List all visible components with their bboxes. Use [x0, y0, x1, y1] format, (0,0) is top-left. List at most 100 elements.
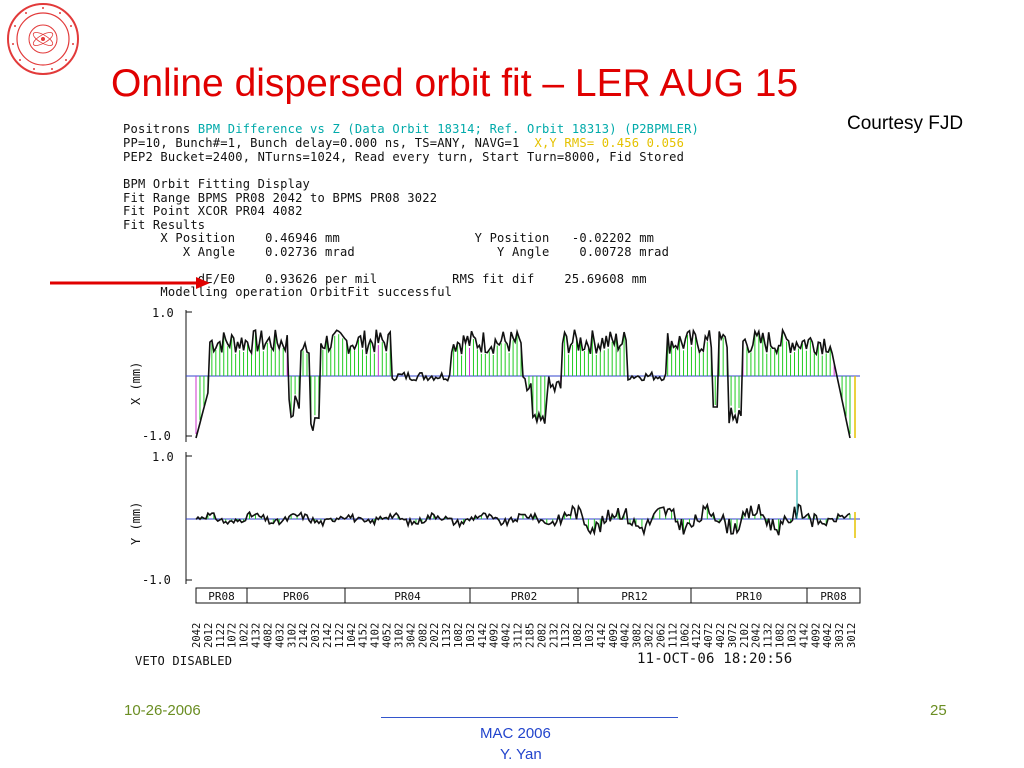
bpm-label: 1062	[679, 623, 691, 648]
readout-line-6: Fit Point XCOR PR04 4082	[123, 204, 303, 218]
bpm-label: 4042	[501, 623, 513, 648]
bpm-label: 4132	[251, 623, 263, 648]
bpm-label: 4142	[596, 623, 608, 648]
bpm-label: 4092	[608, 623, 620, 648]
footer-event: MAC 2006	[480, 725, 551, 742]
bpm-label: 4142	[798, 623, 810, 648]
bpm-label: 3082	[632, 623, 644, 648]
bpm-label: 4042	[822, 623, 834, 648]
orbit-plot: 1.0 -1.0 X (mm) 1.0 -1.0 Y (mm) PR08 PR06…	[129, 306, 861, 648]
x-panel-top-tick: 1.0	[152, 306, 174, 320]
slac-seal-logo	[7, 3, 79, 75]
bpm-label: 1122	[334, 623, 346, 648]
bpm-label: 3112	[513, 623, 525, 648]
bpm-label: 4042	[620, 623, 632, 648]
bpm-label: 2082	[536, 623, 548, 648]
footer-divider	[381, 717, 678, 718]
bpm-label: 2185	[525, 623, 537, 648]
bpm-label: 2142	[322, 623, 334, 648]
bpm-label: 1132	[441, 623, 453, 648]
bpm-label: 1082	[572, 623, 584, 648]
bpm-label: 4032	[274, 623, 286, 648]
readout-line-9: X Angle 0.02736 mrad Y Angle 0.00728 mra…	[123, 245, 670, 259]
readout-pp-params: PP=10, Bunch#=1, Bunch delay=0.000 ns, T…	[123, 136, 535, 150]
bpm-label: 4092	[810, 623, 822, 648]
bpm-label: 2042	[191, 623, 203, 648]
bpm-label: 1032	[584, 623, 596, 648]
readout-bpm-difference: BPM Difference vs Z (Data Orbit 18314; R…	[197, 122, 700, 136]
bpm-label: 2012	[203, 623, 215, 648]
bpm-label: 1082	[453, 623, 465, 648]
y-panel-top-tick: 1.0	[152, 450, 174, 464]
readout-positrons-label: Positrons	[123, 122, 198, 136]
region-label: PR12	[621, 590, 648, 603]
bpm-label: 1112	[667, 623, 679, 648]
region-label: PR02	[511, 590, 538, 603]
region-label: PR08	[208, 590, 235, 603]
y-axis-label: Y (mm)	[129, 502, 143, 545]
bpm-label: 1132	[560, 623, 572, 648]
bpm-label: 1122	[215, 623, 227, 648]
x-fit-bars	[195, 332, 851, 434]
readout-line-1: Positrons BPM Difference vs Z (Data Orbi…	[123, 122, 700, 137]
readout-line-7: Fit Results	[123, 218, 206, 232]
readout-line-4: BPM Orbit Fitting Display	[123, 177, 311, 191]
footer-date: 10-26-2006	[124, 702, 201, 719]
bpm-label: 1132	[763, 623, 775, 648]
readout-line-2: PP=10, Bunch#=1, Bunch delay=0.000 ns, T…	[123, 136, 685, 151]
bpm-label: 1032	[465, 623, 477, 648]
bpm-label: 4022	[715, 623, 727, 648]
footer-page-number: 25	[930, 702, 947, 719]
bpm-label: 4072	[703, 623, 715, 648]
bpm-label: 4052	[382, 623, 394, 648]
bpm-label: 4082	[263, 623, 275, 648]
bpm-label-axis: 2042 2012 1122 1072 1022 4132 4082 4032 3102 2142…	[191, 623, 858, 648]
bpm-label: 2142	[298, 623, 310, 648]
slide-title: Online dispersed orbit fit – LER AUG 15	[111, 62, 799, 105]
footer-author: Y. Yan	[500, 746, 542, 763]
region-label: PR04	[394, 590, 421, 603]
bpm-label: 2032	[310, 623, 322, 648]
readout-line-8: X Position 0.46946 mm Y Position -0.0220…	[123, 231, 655, 245]
readout-rms: X,Y RMS= 0.456 0.056	[534, 136, 685, 150]
region-label: PR10	[736, 590, 763, 603]
bpm-label: 3042	[405, 623, 417, 648]
region-bar-frame	[195, 587, 861, 604]
courtesy-note: Courtesy FJD	[847, 113, 964, 134]
bpm-label: 3032	[834, 623, 846, 648]
x-axis-label: X (mm)	[129, 362, 143, 405]
plot-timestamp: 11-OCT-06 18:20:56	[637, 651, 793, 667]
bpm-label: 1022	[239, 623, 251, 648]
y-orbit-trace	[195, 502, 851, 537]
bpm-label: 1082	[775, 623, 787, 648]
readout-line-10: dE/E0 0.93626 per mil RMS fit dif 25.696…	[123, 272, 647, 286]
readout-line-5: Fit Range BPMS PR08 2042 to BPMS PR08 30…	[123, 191, 438, 205]
readout-line-11: Modelling operation OrbitFit successful	[123, 285, 453, 299]
bpm-label: 3102	[394, 623, 406, 648]
bpm-label: 2062	[656, 623, 668, 648]
region-label: PR08	[820, 590, 847, 603]
bpm-label: 1042	[346, 623, 358, 648]
bpm-label: 2022	[429, 623, 441, 648]
bpm-label: 2042	[751, 623, 763, 648]
bpm-label: 3012	[846, 623, 858, 648]
x-panel-bottom-tick: -1.0	[142, 429, 171, 443]
bpm-label: 4102	[370, 623, 382, 648]
bpm-label: 4142	[477, 623, 489, 648]
bpm-label: 1032	[787, 623, 799, 648]
x-orbit-trace	[195, 327, 851, 439]
red-arrow-icon	[50, 277, 210, 289]
bpm-label: 3102	[286, 623, 298, 648]
bpm-label: 4152	[358, 623, 370, 648]
readout-line-3: PEP2 Bucket=2400, NTurns=1024, Read ever…	[123, 150, 685, 164]
bpm-label: 3072	[727, 623, 739, 648]
region-bar: PR08 PR06 PR04 PR02 PR12 PR10 PR08	[195, 587, 861, 604]
bpm-label: 2082	[417, 623, 429, 648]
bpm-label: 2102	[739, 623, 751, 648]
veto-status: VETO DISABLED	[135, 654, 233, 668]
region-label: PR06	[283, 590, 310, 603]
bpm-label: 2132	[548, 623, 560, 648]
bpm-label: 4092	[489, 623, 501, 648]
bpm-label: 4122	[691, 623, 703, 648]
bpm-label: 3022	[644, 623, 656, 648]
